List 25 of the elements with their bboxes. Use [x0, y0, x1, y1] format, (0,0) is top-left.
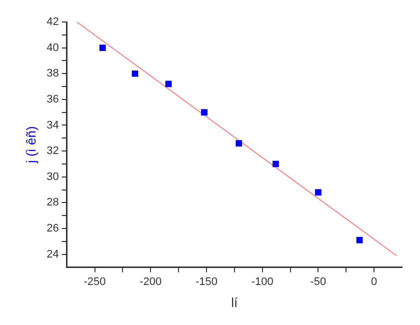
- y-tick-label: 42: [46, 16, 59, 28]
- y-tick-label: 36: [46, 93, 59, 106]
- x-axis-title: lí: [231, 294, 238, 310]
- x-tick-label: -150: [195, 276, 218, 288]
- x-tick-label: -200: [140, 276, 162, 288]
- x-tick-label: 0: [371, 276, 378, 288]
- point: [201, 109, 208, 116]
- y-tick-label: 32: [46, 145, 59, 158]
- y-tick-label: 38: [46, 68, 59, 80]
- y-tick-label: 24: [46, 248, 59, 260]
- x-tick-label: -250: [84, 276, 106, 288]
- y-tick-label: 28: [46, 196, 59, 209]
- y-tick-label: 34: [46, 119, 59, 132]
- y-axis-title: j (ì êñ): [23, 126, 38, 164]
- point: [356, 236, 363, 244]
- y-tick-label: 40: [46, 42, 59, 54]
- point: [315, 189, 322, 196]
- y-tick-label: 26: [46, 222, 59, 235]
- point: [132, 70, 138, 77]
- x-tick-label: -100: [251, 276, 274, 288]
- x-tick-label: -50: [310, 276, 326, 288]
- point: [236, 140, 242, 146]
- y-tick-label: 30: [46, 170, 59, 183]
- point: [99, 44, 106, 51]
- point: [272, 160, 279, 168]
